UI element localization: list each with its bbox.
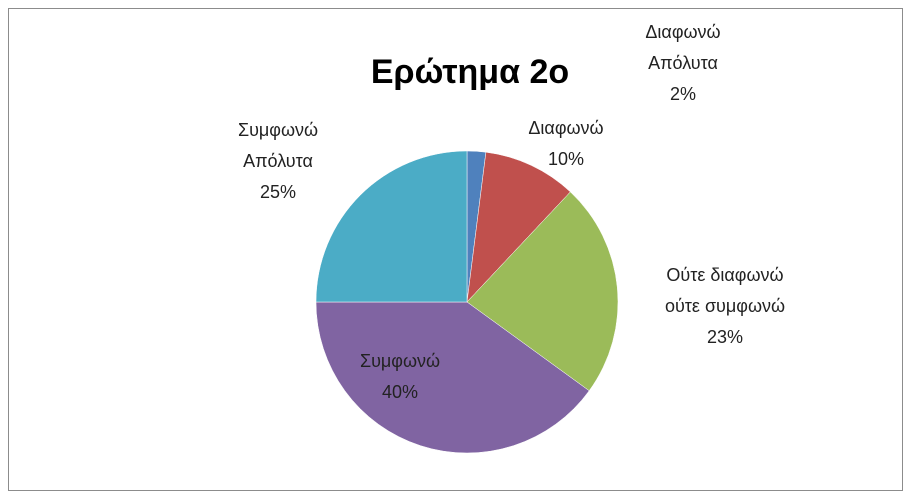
slice-label: Συμφωνώ Απόλυτα 25% <box>218 115 338 208</box>
slice-label: Διαφωνώ Απόλυτα 2% <box>623 17 743 110</box>
slice-label: Ούτε διαφωνώ ούτε συμφωνώ 23% <box>650 260 800 353</box>
category-label: Συμφωνώ Απόλυτα <box>237 120 319 171</box>
category-label: Διαφωνώ <box>528 118 604 138</box>
value-label: 40% <box>381 382 419 402</box>
value-label: 10% <box>547 149 585 169</box>
pie-slice <box>315 150 468 303</box>
value-label: 25% <box>259 182 297 202</box>
pie-slice <box>315 301 590 454</box>
chart-title: Ερώτημα 2ο <box>371 53 569 91</box>
value-label: 23% <box>706 327 744 347</box>
category-label: Διαφωνώ Απόλυτα <box>645 22 721 73</box>
value-label: 2% <box>669 84 696 104</box>
pie-slice <box>466 151 571 303</box>
pie-slice <box>466 191 619 392</box>
slice-label: Διαφωνώ 10% <box>506 113 626 175</box>
category-label: Συμφωνώ <box>359 351 441 371</box>
category-label: Ούτε διαφωνώ ούτε συμφωνώ <box>664 265 786 316</box>
slice-label: Συμφωνώ 40% <box>340 346 460 408</box>
